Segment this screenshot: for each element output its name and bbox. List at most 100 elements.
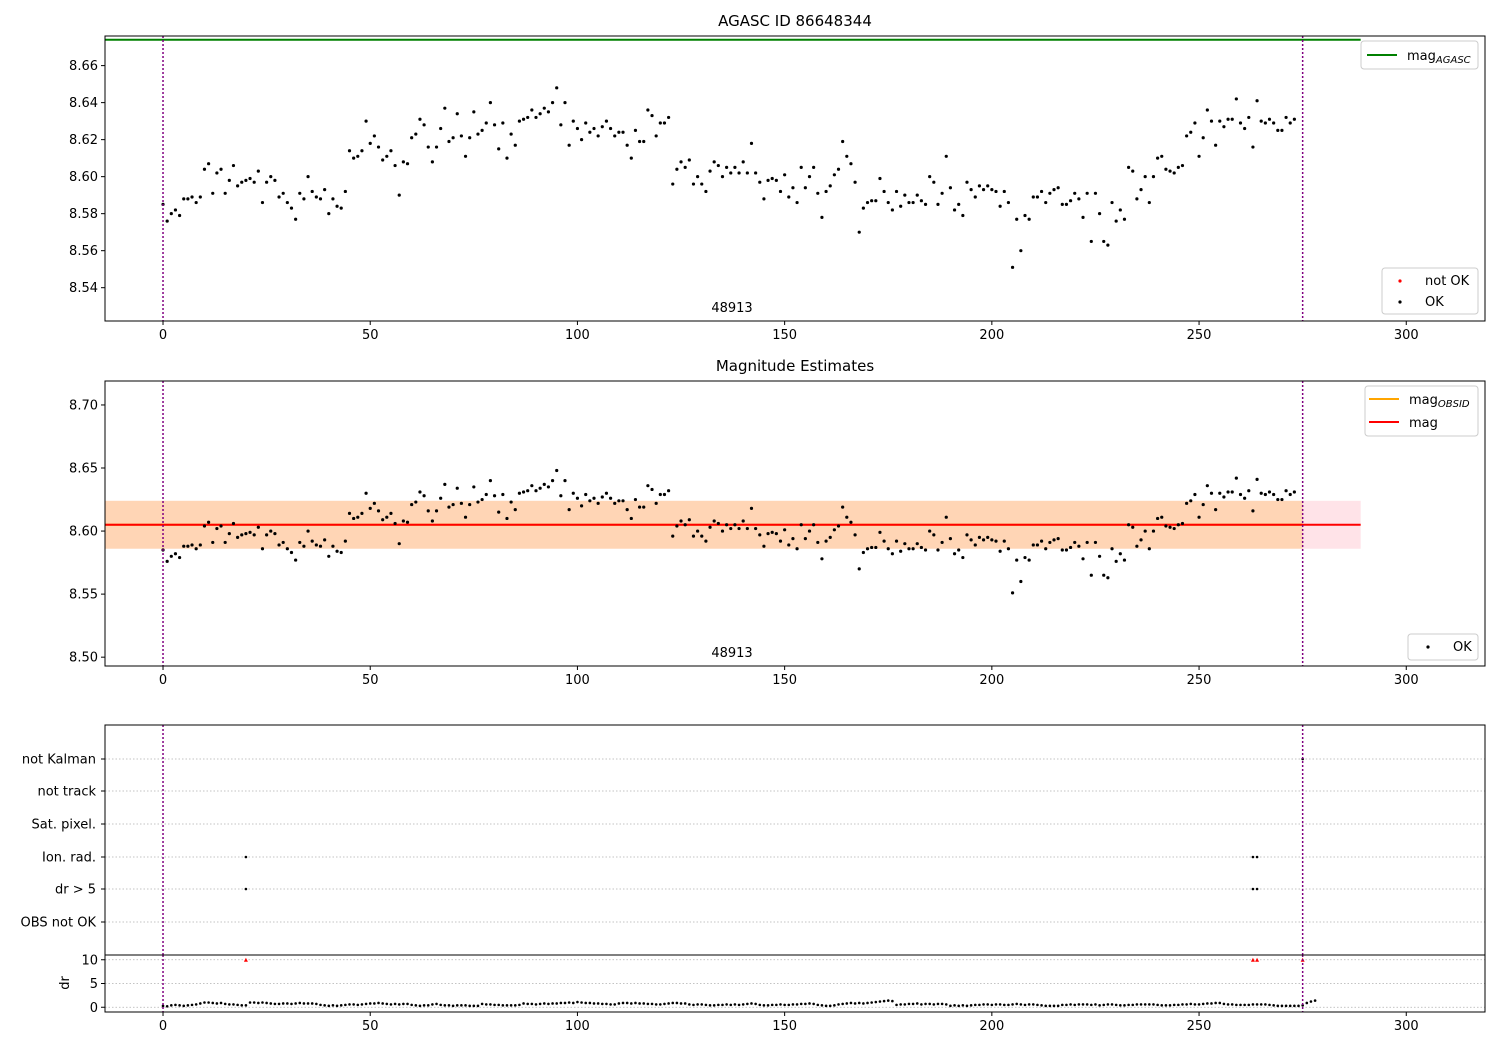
mag-estimate-point <box>671 534 675 538</box>
mag-estimate-point <box>932 533 936 537</box>
mag-point-ok <box>712 160 716 164</box>
mag-point-ok <box>1052 188 1056 192</box>
mag-estimate-point <box>1122 558 1127 562</box>
mag-estimate-point <box>853 533 857 537</box>
p2-ytick-label-8.7: 8.70 <box>69 398 98 413</box>
mag-point-ok <box>1288 121 1292 125</box>
mag-point-ok <box>202 167 207 171</box>
mag-estimate-point <box>1218 491 1222 495</box>
mag-estimate-point <box>1002 539 1006 543</box>
dr-point <box>1044 1004 1048 1008</box>
dr-point <box>1098 1004 1101 1007</box>
dr-point <box>642 1002 646 1005</box>
dr-point <box>1031 1003 1035 1006</box>
mag-point-ok <box>1214 143 1218 147</box>
flags-panel: not Kalman not track Sat. pixel. Ion. rad. d… <box>21 724 1486 956</box>
dr-point <box>385 1002 389 1006</box>
dr-point <box>186 1004 190 1007</box>
mag-estimate-point <box>791 537 795 541</box>
p4-xtick-label-50: 50 <box>362 1019 379 1034</box>
mag-estimate-point <box>836 524 841 528</box>
dr-point <box>344 1003 347 1007</box>
mag-point-ok <box>1251 145 1255 149</box>
legend-label-mag: mag <box>1409 416 1438 431</box>
panel-1-title: AGASC ID 86648344 <box>718 12 872 30</box>
p1-xtick-label-100: 100 <box>565 328 590 343</box>
mag-estimate-point <box>472 485 476 489</box>
dr-point <box>356 1003 360 1007</box>
mag-point-ok <box>559 123 563 127</box>
mag-point-ok <box>318 197 323 201</box>
panel-1-legend-status: not OK OK <box>1381 267 1479 315</box>
mag-point-ok <box>952 208 957 212</box>
mag-estimate-point <box>828 535 832 539</box>
mag-estimate-point <box>1015 558 1019 562</box>
mag-estimate-point <box>480 497 484 502</box>
mag-point-ok <box>422 123 426 127</box>
dr-point <box>1264 1003 1267 1006</box>
dr-point <box>994 1003 998 1006</box>
mag-estimate-point <box>256 525 260 529</box>
mag-estimate-point <box>969 538 973 542</box>
p2-xtick-label-300: 300 <box>1394 673 1419 688</box>
mag-estimate-point <box>439 496 443 500</box>
dr-point <box>1235 1003 1238 1007</box>
mag-point-ok <box>696 175 700 179</box>
mag-estimate-point <box>277 543 281 547</box>
mag-estimate-point <box>505 516 509 521</box>
mag-point-ok <box>480 128 484 132</box>
mag-estimate-point <box>613 501 617 505</box>
mag-point-ok <box>737 171 741 175</box>
mag-estimate-point <box>778 539 783 543</box>
mag-point-ok <box>207 162 211 166</box>
dr-point <box>426 1004 430 1007</box>
dr-point <box>982 1003 985 1006</box>
dr-point <box>1239 1003 1242 1007</box>
mag-estimate-point <box>401 519 405 523</box>
mag-point-ok <box>791 186 795 190</box>
flag-marker <box>1255 855 1259 859</box>
dr-point <box>530 1002 534 1006</box>
mag-point-ok <box>762 197 766 201</box>
mag-estimate-point <box>368 506 372 510</box>
dr-point <box>816 1003 820 1007</box>
dr-point <box>1069 1003 1072 1006</box>
dr-point <box>1255 1003 1259 1006</box>
mag-point-ok <box>894 189 899 194</box>
dr-point <box>315 1002 318 1006</box>
mag-point-ok <box>397 193 401 197</box>
mag-estimate-point <box>878 530 882 534</box>
mag-point-ok <box>314 195 318 199</box>
mag-point-ok <box>1189 130 1193 134</box>
dr-point <box>1293 1004 1296 1008</box>
mag-estimate-point <box>294 558 298 562</box>
dr-point <box>281 1002 285 1005</box>
dr-point <box>1210 1002 1213 1005</box>
mag-point-ok <box>426 145 430 149</box>
mag-point-ok <box>849 162 853 166</box>
dr-point <box>671 1001 675 1005</box>
mag-point-ok <box>310 189 314 194</box>
mag-estimate-point <box>720 529 725 533</box>
mag-point-ok <box>600 125 604 129</box>
mag-point-ok <box>169 212 173 216</box>
mag-estimate-point <box>1160 515 1164 519</box>
mag-point-ok <box>1081 215 1085 219</box>
mag-estimate-point <box>430 519 434 523</box>
mag-estimate-point <box>646 484 650 488</box>
flag-marker <box>244 887 248 891</box>
dr-point <box>828 1004 832 1008</box>
dr-point <box>600 1002 604 1006</box>
dr-point <box>1152 1003 1155 1006</box>
mag-point-ok <box>1135 197 1139 201</box>
dr-point <box>1114 1003 1118 1007</box>
dr-point <box>1288 1004 1292 1008</box>
mag-estimate-point <box>1052 538 1056 542</box>
mag-point-ok <box>538 112 542 116</box>
dr-point <box>1048 1004 1052 1008</box>
panel-4-ylabel: dr <box>58 976 73 990</box>
mag-point-ok <box>211 191 215 195</box>
legend-label-mag-obsid: magOBSID <box>1409 393 1470 410</box>
mag-estimate-point <box>604 491 609 495</box>
dr-point <box>609 1003 612 1006</box>
